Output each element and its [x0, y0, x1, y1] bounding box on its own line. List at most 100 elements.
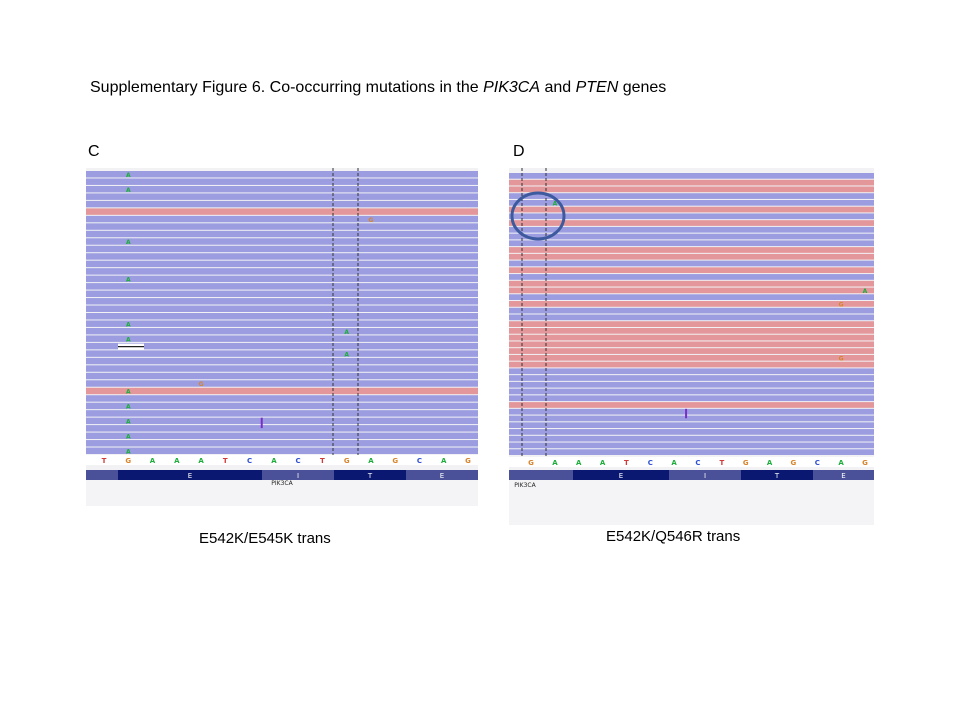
read-row [86, 200, 478, 208]
read-row [86, 327, 478, 335]
sequence-track [86, 455, 478, 465]
read-row [509, 395, 874, 402]
read-row [509, 307, 874, 314]
read-row [86, 298, 478, 305]
highlight-circle [510, 191, 566, 241]
read-row [86, 230, 478, 238]
mismatch-base: A [126, 322, 131, 329]
panel-c-alignment-view: A A G A A A A A A G A A A A A T G A A A T C A C T G A G C A G E I T E PIK3C… [86, 168, 478, 506]
read-row [509, 294, 874, 301]
mismatch-base: A [553, 200, 558, 207]
mismatch-base: A [126, 277, 131, 284]
gene-label: PIK3CA [514, 482, 536, 489]
amino-acid-block [118, 470, 262, 480]
amino-acid-label: E [188, 472, 192, 480]
mismatch-base: A [126, 172, 131, 179]
panel-d-letter: D [513, 143, 525, 160]
reference-base: G [862, 459, 868, 467]
read-row [86, 305, 478, 312]
amino-acid-label: E [440, 472, 444, 480]
reference-base: A [552, 459, 558, 467]
read-row [86, 275, 478, 283]
amino-acid-block [509, 470, 573, 480]
read-row [86, 208, 478, 215]
reference-base: A [838, 459, 844, 467]
read-row [509, 442, 874, 449]
read-row [509, 240, 874, 247]
mismatch-base: G [839, 355, 844, 362]
gene-label: PIK3CA [271, 480, 293, 487]
read-row [86, 357, 478, 365]
read-row [86, 425, 478, 432]
read-row [86, 350, 478, 357]
read-row [509, 368, 874, 375]
amino-acid-label: E [619, 472, 623, 480]
amino-acid-block [406, 470, 478, 480]
gene-track [86, 480, 478, 506]
reference-base: G [528, 459, 534, 467]
read-row [509, 314, 874, 321]
title-mid: and [540, 79, 576, 96]
reference-base: A [767, 459, 773, 467]
reference-base: C [417, 457, 422, 465]
amino-acid-label: I [704, 472, 706, 480]
read-row [509, 280, 874, 287]
read-row [86, 335, 478, 342]
reference-base: A [441, 457, 447, 465]
mismatch-base: G [839, 301, 844, 308]
panel-d-alignment-view: A A G G G A A A T C A C T G A G C A G E I T E PIK3CA [509, 168, 874, 525]
mismatch-base: A [126, 239, 131, 246]
read-row [509, 321, 874, 327]
read-row [86, 313, 478, 320]
read-row [509, 253, 874, 260]
mismatch-base: A [126, 187, 131, 194]
read-row [509, 327, 874, 334]
amino-acid-label: E [841, 472, 845, 480]
reference-base: T [223, 457, 228, 465]
title-suffix: genes [618, 79, 667, 96]
read-row [86, 410, 478, 417]
mismatch-base: A [126, 389, 131, 396]
read-row [86, 365, 478, 372]
reference-base: A [368, 457, 374, 465]
read-row [86, 260, 478, 268]
mismatch-base: A [126, 449, 131, 456]
amino-acid-block [741, 470, 813, 480]
read-row [86, 253, 478, 260]
read-row [509, 247, 874, 253]
mismatch-base: A [126, 434, 131, 441]
read-row [509, 260, 874, 267]
read-row [509, 213, 874, 220]
read-row [509, 274, 874, 280]
read-row [509, 435, 874, 442]
panel-c-caption: E542K/E545K trans [199, 530, 331, 547]
mismatch-base: A [863, 288, 868, 295]
amino-acid-block [334, 470, 406, 480]
read-row [509, 173, 874, 179]
read-row [509, 220, 874, 226]
reference-base: T [624, 459, 629, 467]
reference-base: G [125, 457, 131, 465]
read-row [509, 226, 874, 233]
read-row [509, 179, 874, 186]
read-row [86, 380, 478, 387]
read-row [509, 354, 874, 361]
reference-base: A [150, 457, 156, 465]
reference-base: A [198, 457, 204, 465]
reference-base: C [695, 459, 700, 467]
reference-base: G [791, 459, 797, 467]
read-row [509, 375, 874, 381]
gene-pten: PTEN [575, 79, 619, 96]
read-row [86, 185, 478, 193]
reference-base: G [344, 457, 350, 465]
read-row [86, 245, 478, 253]
amino-acid-block [813, 470, 874, 480]
reference-base: C [815, 459, 820, 467]
read-row [86, 283, 478, 290]
read-row [509, 341, 874, 348]
read-row [86, 440, 478, 447]
reference-base: A [671, 459, 677, 467]
read-row [509, 381, 874, 388]
reference-base: T [320, 457, 325, 465]
read-row [509, 429, 874, 435]
